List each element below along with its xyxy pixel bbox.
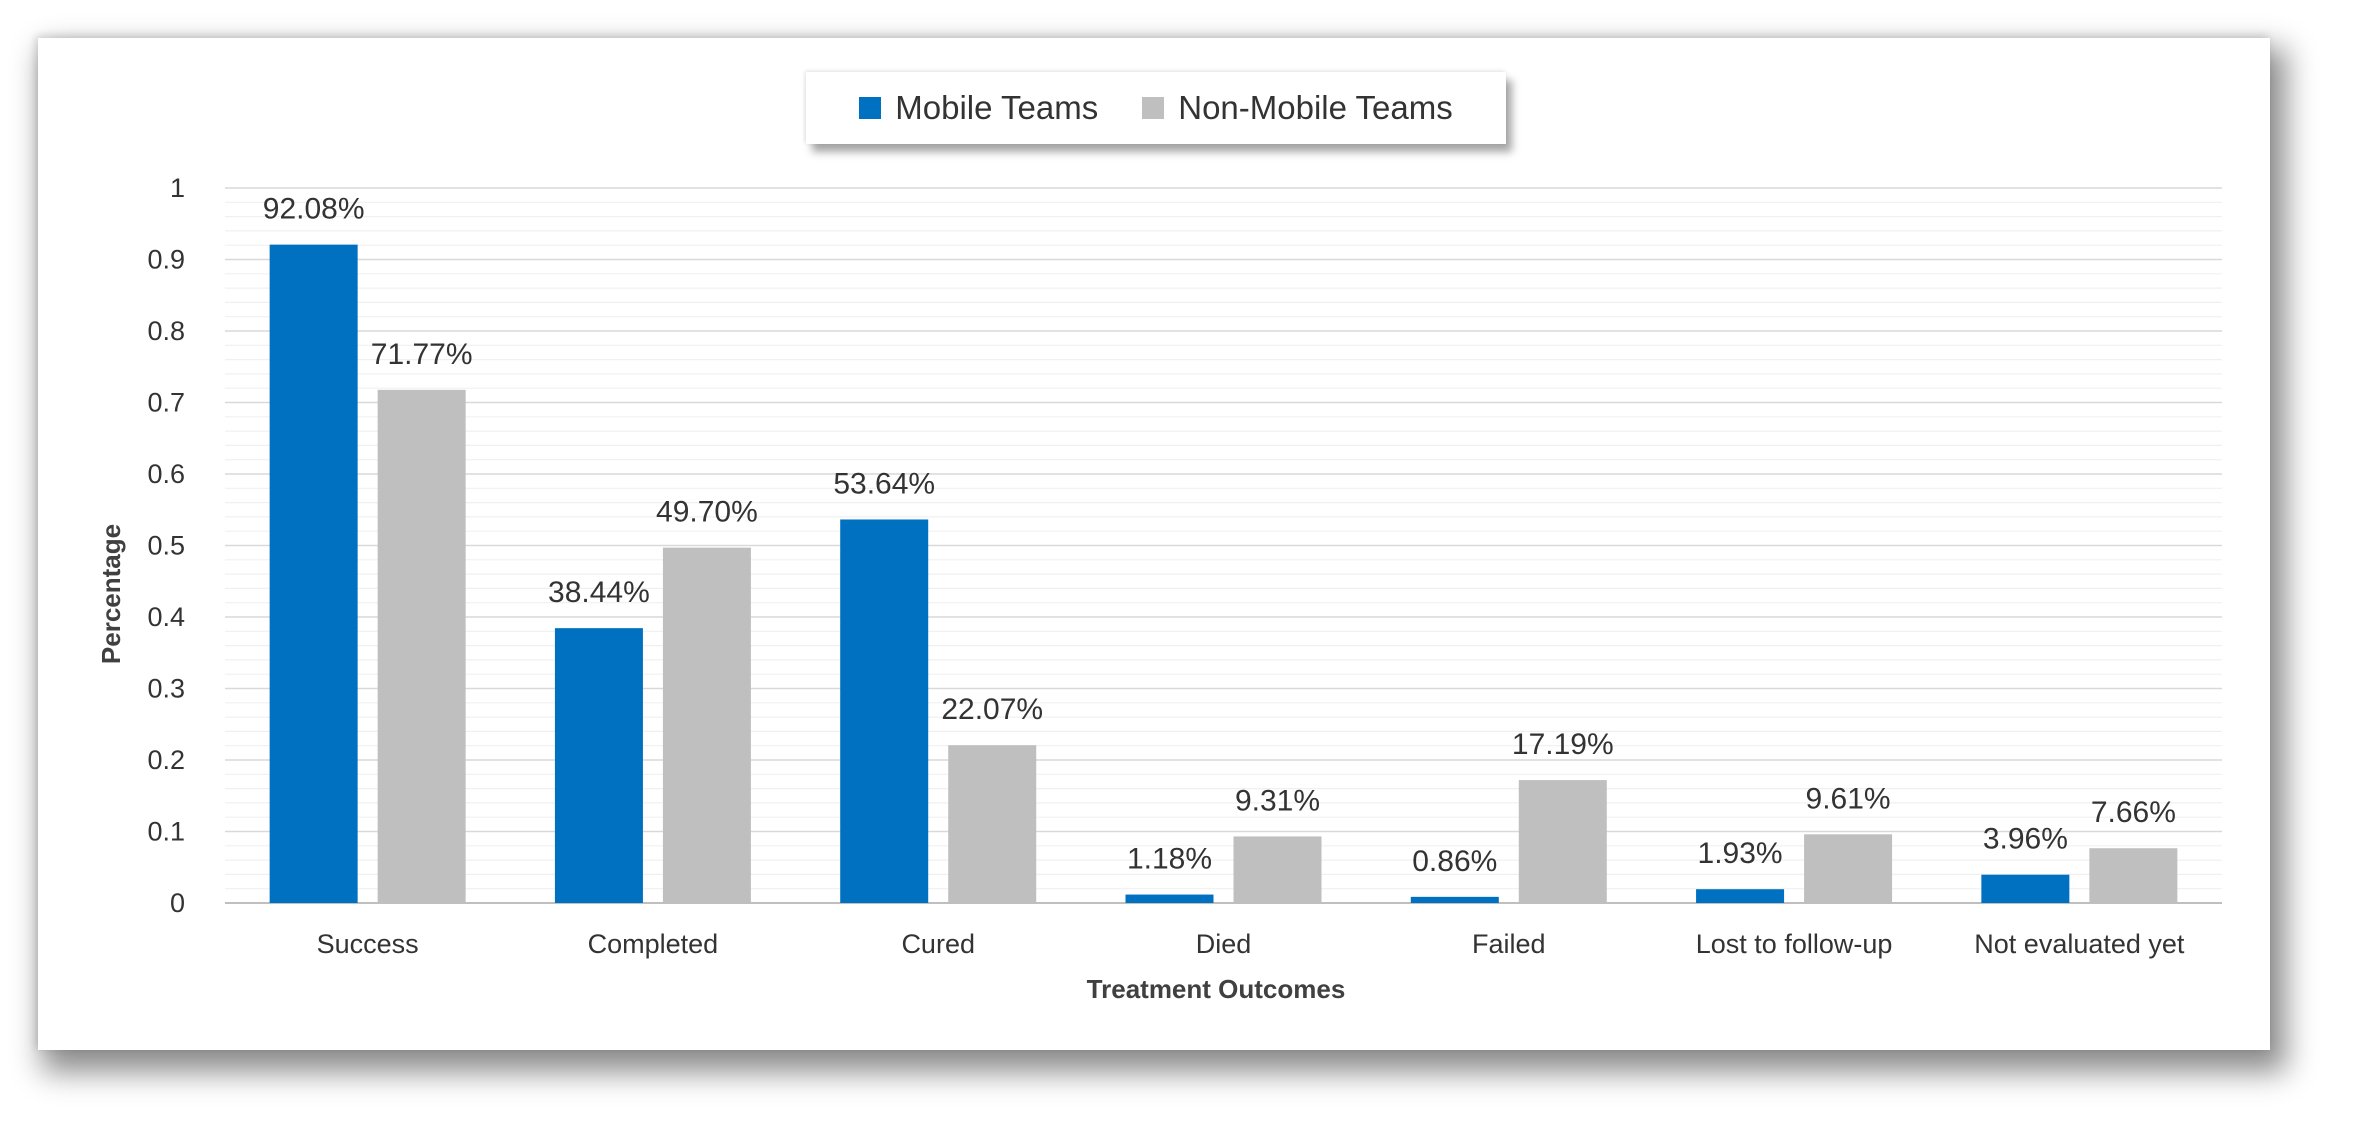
data-label: 53.64%: [833, 467, 935, 500]
data-label: 1.18%: [1127, 843, 1212, 876]
y-tick-label: 1: [170, 173, 185, 203]
legend-item-non-mobile-teams: Non-Mobile Teams: [1142, 89, 1453, 127]
x-axis-tick-labels: Success Completed Cured Died Failed Lost to f…: [317, 929, 2185, 959]
bar-non-mobile-0: [377, 389, 466, 904]
legend-label-mobile-teams: Mobile Teams: [895, 89, 1099, 126]
y-tick-label: 0.3: [147, 674, 185, 704]
bar-non-mobile-2: [948, 745, 1037, 903]
bar-mobile-1: [554, 628, 643, 903]
x-tick-label: Completed: [588, 929, 719, 959]
y-tick-label: 0: [170, 888, 185, 918]
data-label: 17.19%: [1512, 728, 1614, 761]
bars: [269, 244, 2178, 904]
x-tick-label: Success: [317, 929, 419, 959]
data-label: 1.93%: [1698, 837, 1783, 870]
y-axis-title: Percentage: [96, 524, 126, 664]
data-label: 92.08%: [263, 193, 365, 226]
data-label: 7.66%: [2091, 796, 2176, 829]
y-tick-label: 0.2: [147, 745, 185, 775]
data-label: 9.61%: [1806, 782, 1891, 815]
legend-swatch-mobile-teams: [859, 97, 882, 119]
bar-non-mobile-4: [1518, 780, 1607, 903]
gridlines: [225, 187, 2222, 904]
legend: Mobile Teams Non-Mobile Teams: [806, 72, 1506, 144]
data-label: 3.96%: [1983, 823, 2068, 856]
bar-mobile-2: [840, 519, 929, 903]
x-tick-label: Cured: [901, 929, 975, 959]
y-tick-label: 0.1: [147, 817, 185, 847]
y-tick-label: 0.4: [147, 602, 185, 632]
y-tick-label: 0.5: [147, 531, 185, 561]
bar-non-mobile-6: [2089, 848, 2178, 903]
x-tick-label: Lost to follow-up: [1696, 929, 1893, 959]
data-label: 49.70%: [656, 496, 758, 529]
bar-mobile-6: [1981, 874, 2070, 903]
bar-mobile-4: [1410, 896, 1499, 903]
bar-mobile-0: [269, 244, 358, 904]
bar-non-mobile-5: [1804, 834, 1893, 903]
y-tick-label: 0.6: [147, 459, 185, 489]
x-tick-label: Not evaluated yet: [1974, 929, 2185, 959]
legend-label-non-mobile-teams: Non-Mobile Teams: [1178, 89, 1453, 126]
y-tick-label: 0.9: [147, 245, 185, 275]
x-tick-label: Died: [1196, 929, 1252, 959]
data-label: 22.07%: [941, 693, 1043, 726]
y-tick-label: 0.8: [147, 316, 185, 346]
legend-swatch-non-mobile-teams: [1142, 97, 1165, 119]
bar-mobile-3: [1125, 894, 1214, 903]
x-axis-title: Treatment Outcomes: [1087, 974, 1346, 1004]
data-labels: 92.08% 71.77% 38.44% 49.70% 53.64% 22.07% 1.18…: [263, 193, 2176, 878]
data-label: 71.77%: [371, 338, 473, 371]
bar-mobile-5: [1696, 889, 1785, 903]
data-label: 0.86%: [1412, 845, 1497, 878]
legend-item-mobile-teams: Mobile Teams: [859, 89, 1098, 127]
y-axis-tick-labels: 0 0.1 0.2 0.3 0.4 0.5 0.6 0.7 0.8 0.9 1: [147, 173, 185, 918]
y-tick-label: 0.7: [147, 388, 185, 418]
data-label: 38.44%: [548, 576, 650, 609]
x-tick-label: Failed: [1472, 929, 1546, 959]
bar-non-mobile-3: [1233, 836, 1322, 903]
bar-non-mobile-1: [662, 547, 751, 903]
data-label: 9.31%: [1235, 784, 1320, 817]
